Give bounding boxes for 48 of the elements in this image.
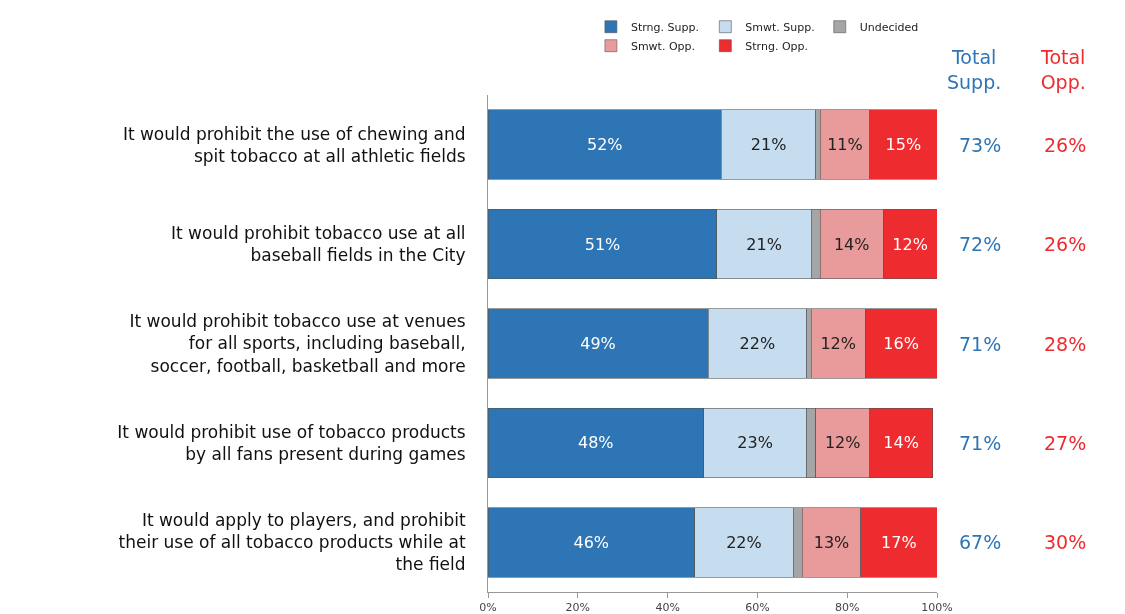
x-tick-label: 0% <box>479 601 497 614</box>
data-label: 13% <box>813 532 850 552</box>
text: 26% <box>1044 233 1087 255</box>
data-label: 49% <box>580 334 616 353</box>
y-tick-label: It would prohibit tobacco use at venues for all sports, including baseball, soccer, football, basketball and more <box>129 311 466 376</box>
text: 73% <box>959 134 1002 156</box>
x-tick-label: 40% <box>655 601 680 614</box>
text: 71% <box>959 333 1002 355</box>
text: 30% <box>1044 531 1087 553</box>
text: 72% <box>959 233 1002 255</box>
data-label: 51% <box>584 234 621 254</box>
legend-label: Smwt. Supp. <box>745 21 815 34</box>
text: 67% <box>959 531 1002 553</box>
legend-label: Smwt. Opp. <box>630 40 696 53</box>
data-label: 23% <box>737 433 773 453</box>
text: 28% <box>1044 333 1087 355</box>
data-label: 21% <box>746 234 782 254</box>
data-label: 12% <box>824 433 861 453</box>
legend-label: Strng. Supp. <box>630 21 699 34</box>
data-label: 14% <box>833 234 870 254</box>
data-label: 17% <box>881 532 917 552</box>
x-tick-label: 20% <box>565 601 591 614</box>
text: Total Supp. <box>947 46 1002 93</box>
data-label: 46% <box>573 532 610 552</box>
data-label: 11% <box>827 135 863 155</box>
y-tick-label: It would prohibit the use of chewing and spit tobacco at all athletic fields <box>122 123 466 166</box>
data-label: 15% <box>885 135 922 155</box>
data-label: 48% <box>577 433 614 453</box>
legend-label: Strng. Opp. <box>745 40 809 53</box>
data-label: 52% <box>586 135 623 155</box>
data-label: 21% <box>750 135 787 155</box>
data-label: 12% <box>820 334 856 353</box>
text: 26% <box>1044 134 1087 156</box>
x-tick-label: 80% <box>834 601 860 614</box>
data-label: 14% <box>883 433 919 453</box>
text: Total Opp. <box>1040 46 1086 93</box>
data-label: 12% <box>892 234 928 254</box>
text: 71% <box>959 432 1002 454</box>
y-tick-label: It would prohibit tobacco use at all baseball fields in the City <box>171 223 466 266</box>
text: 27% <box>1044 432 1087 454</box>
data-label: 22% <box>739 334 776 353</box>
data-label: 22% <box>726 532 762 552</box>
x-tick-label: 100% <box>921 601 953 614</box>
y-tick-label: It would apply to players, and prohibit their use of all tobacco products while at the field <box>118 510 466 575</box>
legend-label: Undecided <box>859 21 919 34</box>
x-tick-label: 60% <box>745 601 770 614</box>
data-label: 16% <box>883 334 919 353</box>
y-tick-label: It would prohibit use of tobacco products by all fans present during games <box>117 421 466 464</box>
